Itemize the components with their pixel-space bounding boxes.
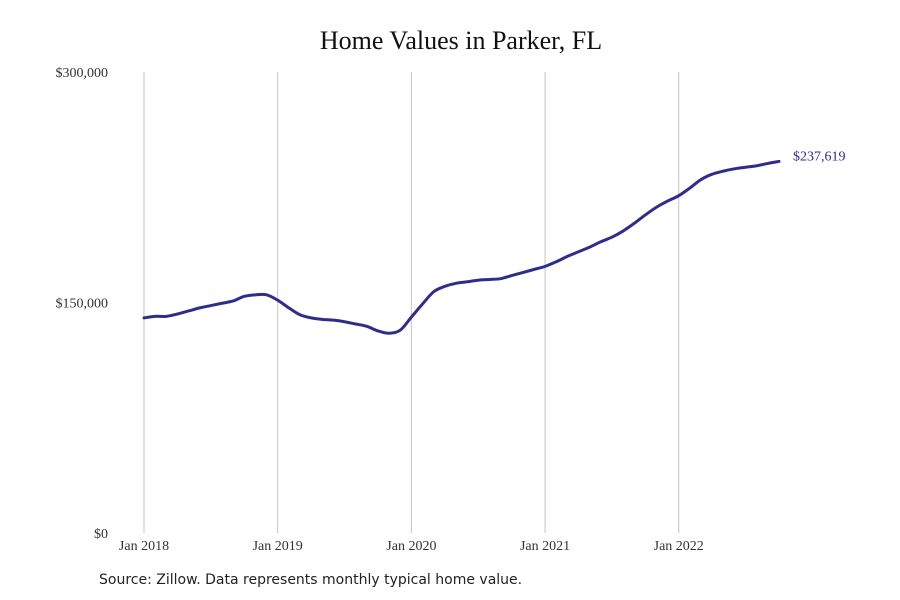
source-note: Source: Zillow. Data represents monthly … [99,572,523,588]
gridlines [143,72,680,533]
y-tick-label: $300,000 [56,66,109,81]
y-axis-tick-labels: $0 $150,000 $300,000 [56,66,109,542]
x-tick-label: Jan 2019 [253,539,303,554]
series-layer [142,159,781,335]
x-tick-label: Jan 2022 [654,539,704,554]
y-tick-label: $0 [94,527,108,542]
chart-title: Home Values in Parker, FL [319,26,603,55]
series-line-0 [142,159,781,335]
y-tick-label: $150,000 [56,297,109,312]
x-tick-label: Jan 2021 [520,539,570,554]
end-value-label: $237,619 [793,149,846,164]
x-tick-label: Jan 2018 [119,539,169,554]
x-tick-label: Jan 2020 [386,539,436,554]
data-labels: $237,619 [793,149,846,164]
x-axis-tick-labels: Jan 2018 Jan 2019 Jan 2020 Jan 2021 Jan 2022 [119,539,704,554]
